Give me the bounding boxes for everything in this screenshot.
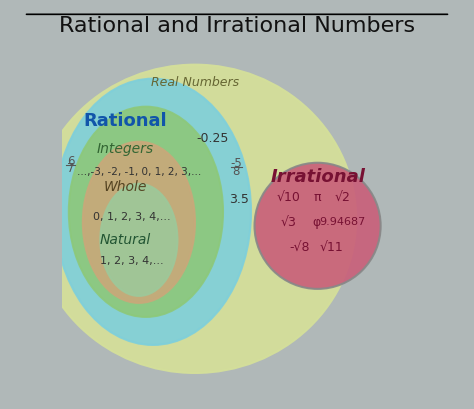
Text: √2: √2 [334,191,350,204]
Text: 9.94687: 9.94687 [319,217,365,227]
Text: Rational and Irrational Numbers: Rational and Irrational Numbers [59,16,415,36]
Text: -0.25: -0.25 [196,132,228,145]
Circle shape [255,163,381,289]
Text: Rational: Rational [83,112,167,130]
Text: Integers: Integers [96,142,154,156]
Text: Irrational: Irrational [270,168,365,186]
Text: -5: -5 [230,157,242,170]
Text: 0, 1, 2, 3, 4,...: 0, 1, 2, 3, 4,... [93,212,171,222]
Text: Whole: Whole [103,180,146,194]
Text: 7: 7 [67,162,74,175]
Text: 6: 6 [67,155,74,168]
Text: √10: √10 [277,191,301,204]
Text: 3.5: 3.5 [229,193,249,206]
Text: 1, 2, 3, 4,...: 1, 2, 3, 4,... [100,256,164,266]
Ellipse shape [55,79,251,345]
Ellipse shape [100,184,177,296]
Text: -√8: -√8 [290,240,310,253]
Text: √11: √11 [320,240,344,253]
Ellipse shape [83,142,195,303]
Text: π: π [313,191,320,204]
Text: ...,-3, -2, -1, 0, 1, 2, 3,...: ...,-3, -2, -1, 0, 1, 2, 3,... [77,166,201,177]
Text: Natural: Natural [99,233,151,247]
Text: √3: √3 [281,216,297,229]
Text: 8: 8 [233,165,240,178]
Ellipse shape [69,107,223,317]
Ellipse shape [34,65,356,373]
Text: Real Numbers: Real Numbers [151,76,239,89]
Text: φ: φ [313,216,321,229]
